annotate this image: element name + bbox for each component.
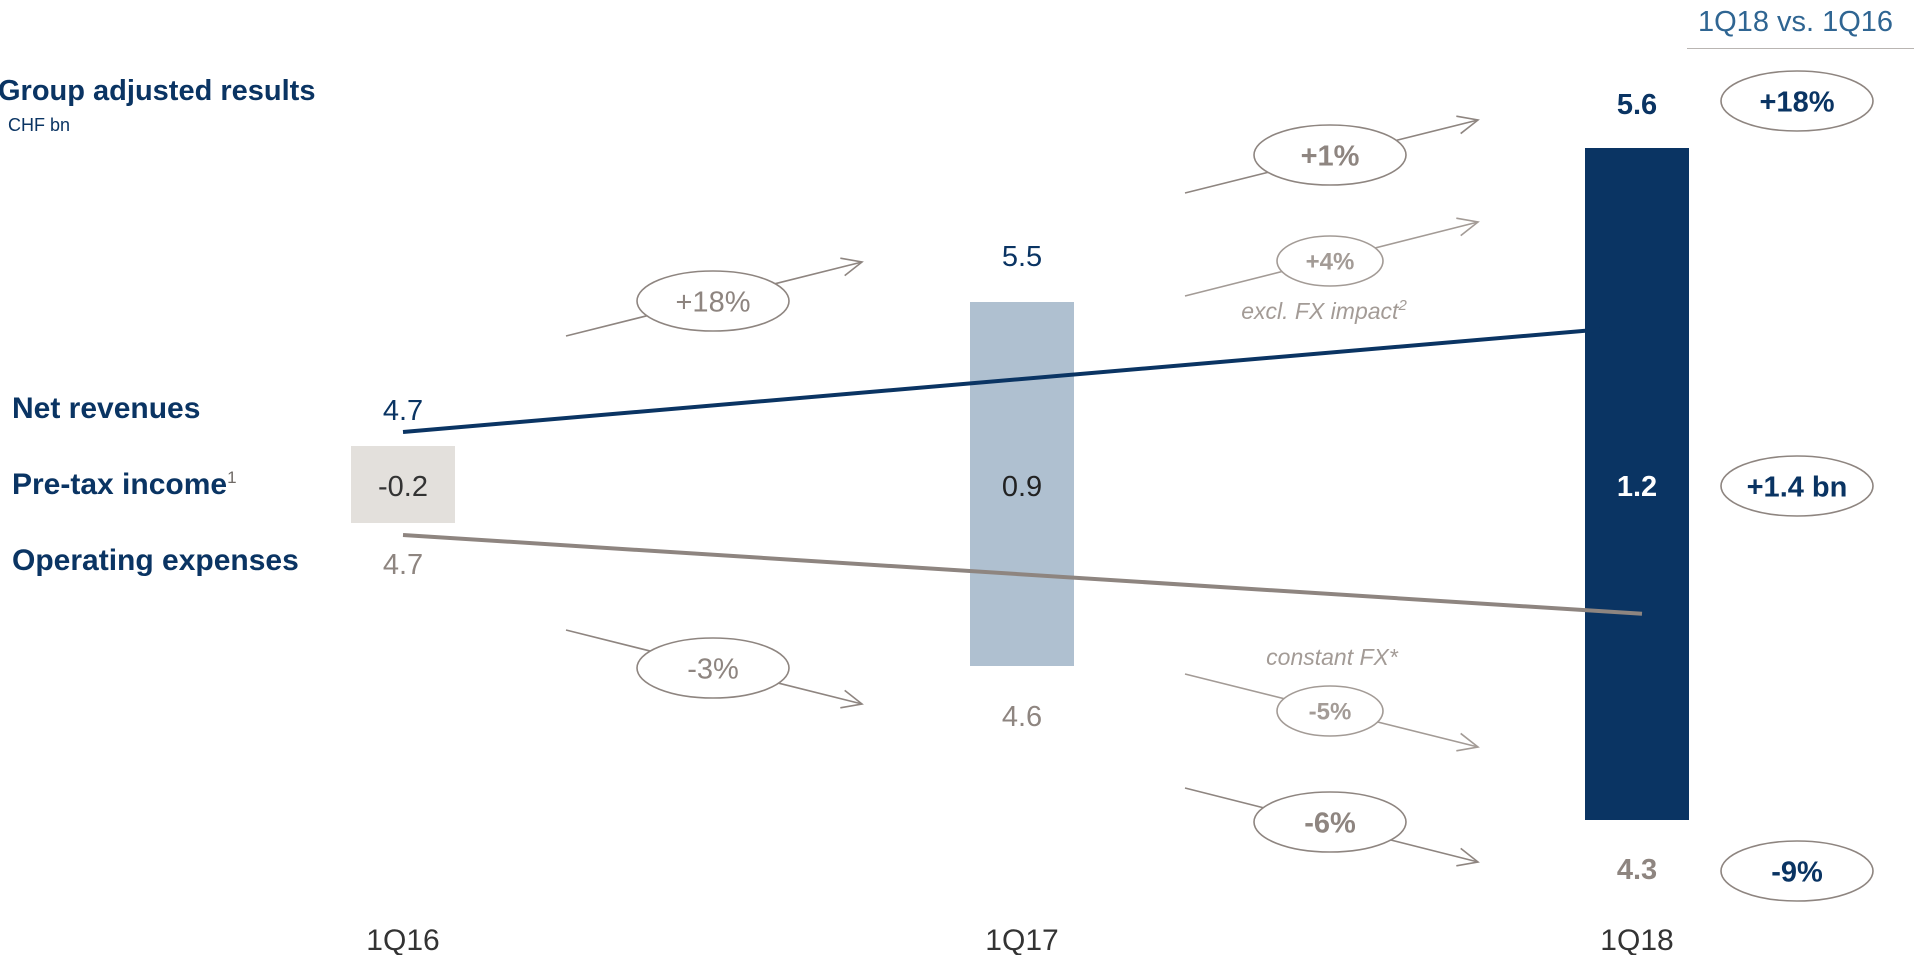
pre-tax-value-1q18: 1.2	[1617, 471, 1657, 503]
excl-fx-label: excl. FX impact	[1241, 298, 1400, 324]
arrow-rev-excl-fx-head	[1456, 217, 1480, 237]
expense-value-1q18: 4.3	[1617, 854, 1657, 886]
pill-exp-1q16-1q17-label: -3%	[687, 653, 739, 685]
legend-operating-expenses: Operating expenses	[12, 544, 299, 578]
header-divider	[1687, 48, 1914, 49]
pre-tax-footnote: 1	[227, 468, 237, 487]
badge-expense-change-label: -9%	[1771, 856, 1823, 888]
expense-value-1q17: 4.6	[1002, 701, 1042, 733]
operating-expenses-label: Operating expenses	[12, 544, 299, 577]
pill-rev-1q16-1q17-label: +18%	[676, 286, 751, 318]
x-tick-1q17: 1Q17	[985, 924, 1058, 955]
excl-fx-footnote: 2	[1397, 297, 1407, 314]
operating-expenses-line	[402, 533, 1643, 616]
net-revenues-label: Net revenues	[12, 392, 201, 425]
pill-exp-constant-fx-label: -5%	[1309, 699, 1352, 726]
pill-exp-1q17-1q18-outline	[1253, 791, 1407, 853]
pill-rev-1q17-1q18-outline	[1253, 124, 1407, 186]
expense-value-1q16: 4.7	[383, 549, 423, 581]
arrow-rev-1q16-1q17-head	[840, 257, 864, 277]
excl-fx-note: excl. FX impact2	[1241, 297, 1407, 324]
comparison-header: 1Q18 vs. 1Q16	[1698, 6, 1894, 38]
chart-title: Group adjusted results	[0, 75, 316, 107]
revenue-value-1q17: 5.5	[1002, 241, 1042, 273]
x-tick-1q16: 1Q16	[366, 924, 439, 955]
arrow-exp-1q17-1q18-head	[1456, 847, 1480, 867]
pill-rev-excl-fx-label: +4%	[1306, 249, 1355, 276]
pill-exp-1q16-1q17-outline	[636, 637, 790, 699]
arrow-exp-1q16-1q17-head	[840, 689, 864, 709]
arrow-exp-constant-fx-head	[1456, 732, 1480, 752]
pre-tax-value-1q16: -0.2	[378, 471, 428, 503]
pill-rev-1q17-1q18-label: +1%	[1301, 140, 1360, 172]
chart-unit: CHF bn	[8, 115, 71, 135]
revenue-value-1q16: 4.7	[383, 395, 423, 427]
revenue-value-1q18: 5.6	[1617, 89, 1657, 121]
pre-tax-income-label: Pre-tax income	[12, 468, 228, 501]
pre-tax-bar-1q17	[970, 302, 1074, 666]
pill-exp-constant-fx-outline	[1276, 685, 1384, 737]
pill-rev-1q16-1q17-outline	[636, 270, 790, 332]
badge-revenue-change-outline	[1720, 70, 1874, 132]
pre-tax-value-1q17: 0.9	[1002, 471, 1042, 503]
legend-pre-tax-income: Pre-tax income1	[12, 468, 237, 502]
badge-revenue-change-label: +18%	[1760, 86, 1835, 118]
constant-fx-note: constant FX*	[1266, 644, 1399, 670]
pre-tax-bar-1q18	[1585, 148, 1689, 820]
badge-pre-tax-change-label: +1.4 bn	[1747, 471, 1848, 503]
badge-expense-change-outline	[1720, 840, 1874, 902]
pill-exp-1q17-1q18-label: -6%	[1304, 807, 1356, 839]
pre-tax-bar-1q16	[351, 446, 455, 523]
net-revenues-line	[402, 324, 1633, 434]
x-tick-1q18: 1Q18	[1600, 924, 1673, 955]
legend-net-revenues: Net revenues	[12, 392, 200, 426]
pill-rev-excl-fx-outline	[1276, 235, 1384, 287]
badge-pre-tax-change-outline	[1720, 455, 1874, 517]
arrow-rev-1q17-1q18-head	[1456, 115, 1480, 135]
